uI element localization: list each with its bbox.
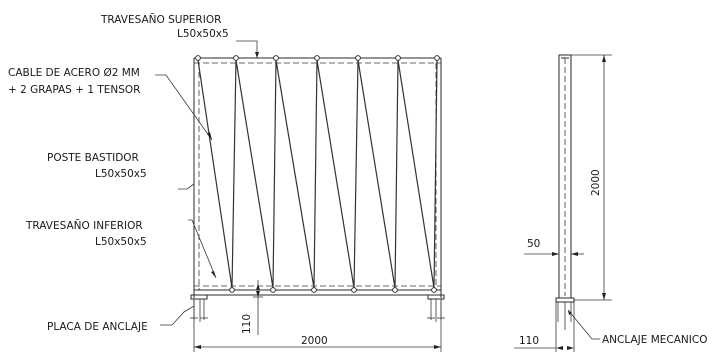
label-poste-bastidor: POSTE BASTIDOR: [47, 152, 139, 164]
anchor-bolts-right: [427, 299, 445, 322]
label-travesano-inferior-profile: L50x50x5: [95, 236, 147, 248]
front-base-offset-dim: [253, 280, 263, 335]
label-travesano-inferior: TRAVESAÑO INFERIOR: [25, 219, 143, 232]
base-plate-left: [190, 294, 208, 300]
label-poste-bastidor-profile: L50x50x5: [95, 168, 147, 180]
label-travesano-superior: TRAVESAÑO SUPERIOR: [100, 13, 221, 26]
side-width-dim: [524, 252, 584, 256]
side-elevation: [514, 54, 612, 352]
label-travesano-superior-profile: L50x50x5: [177, 28, 229, 40]
leader-anclaje-mecanico: [567, 309, 600, 340]
side-height-dim: [571, 54, 612, 301]
base-plate-right: [427, 294, 445, 300]
cable-rings-bottom: [229, 287, 437, 293]
side-base-plate: [555, 297, 575, 303]
dim-side-height: 2000: [590, 169, 602, 196]
label-placa-anclaje: PLACA DE ANCLAJE: [47, 321, 148, 333]
steel-cables: [197, 59, 438, 289]
dim-front-width: 2000: [301, 335, 328, 347]
label-anclaje-mecanico: ANCLAJE MECANICO: [602, 334, 707, 346]
cable-rings-top: [195, 55, 440, 61]
leader-lines: [155, 40, 259, 326]
dim-side-width: 50: [527, 238, 540, 250]
label-cable-line2: + 2 GRAPAS + 1 TENSOR: [8, 84, 140, 96]
dim-front-base-offset: 110: [241, 314, 253, 334]
front-width-dim: [193, 299, 442, 352]
label-cable-line1: CABLE DE ACERO Ø2 MM: [8, 67, 140, 79]
dim-side-base-offset: 110: [519, 335, 539, 347]
anchor-bolts-left: [190, 299, 208, 322]
side-base-offset-dim: [514, 302, 575, 352]
front-elevation: [155, 40, 445, 352]
